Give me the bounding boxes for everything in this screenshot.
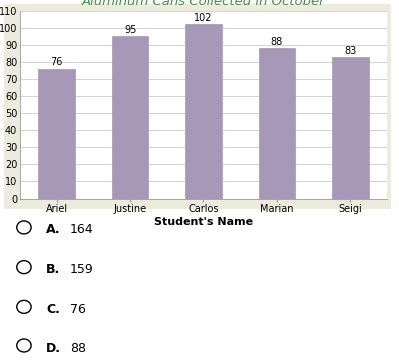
Text: 83: 83 — [344, 45, 356, 56]
Title: Aluminum Cans Collected in October: Aluminum Cans Collected in October — [82, 0, 325, 8]
Bar — [259, 48, 295, 199]
Text: 159: 159 — [70, 263, 94, 276]
Text: B.: B. — [46, 263, 60, 276]
Text: C.: C. — [46, 303, 60, 316]
Text: 95: 95 — [124, 25, 136, 35]
Bar — [112, 36, 148, 199]
Text: 76: 76 — [70, 303, 86, 316]
Text: 102: 102 — [194, 13, 213, 23]
X-axis label: Student's Name: Student's Name — [154, 217, 253, 227]
Text: A.: A. — [46, 223, 61, 236]
Text: D.: D. — [46, 342, 61, 355]
Text: 88: 88 — [271, 37, 283, 47]
Text: 76: 76 — [50, 57, 63, 68]
Text: 88: 88 — [70, 342, 86, 355]
Text: 164: 164 — [70, 223, 93, 236]
Bar — [185, 25, 222, 199]
Bar — [38, 69, 75, 199]
Bar — [332, 57, 369, 199]
